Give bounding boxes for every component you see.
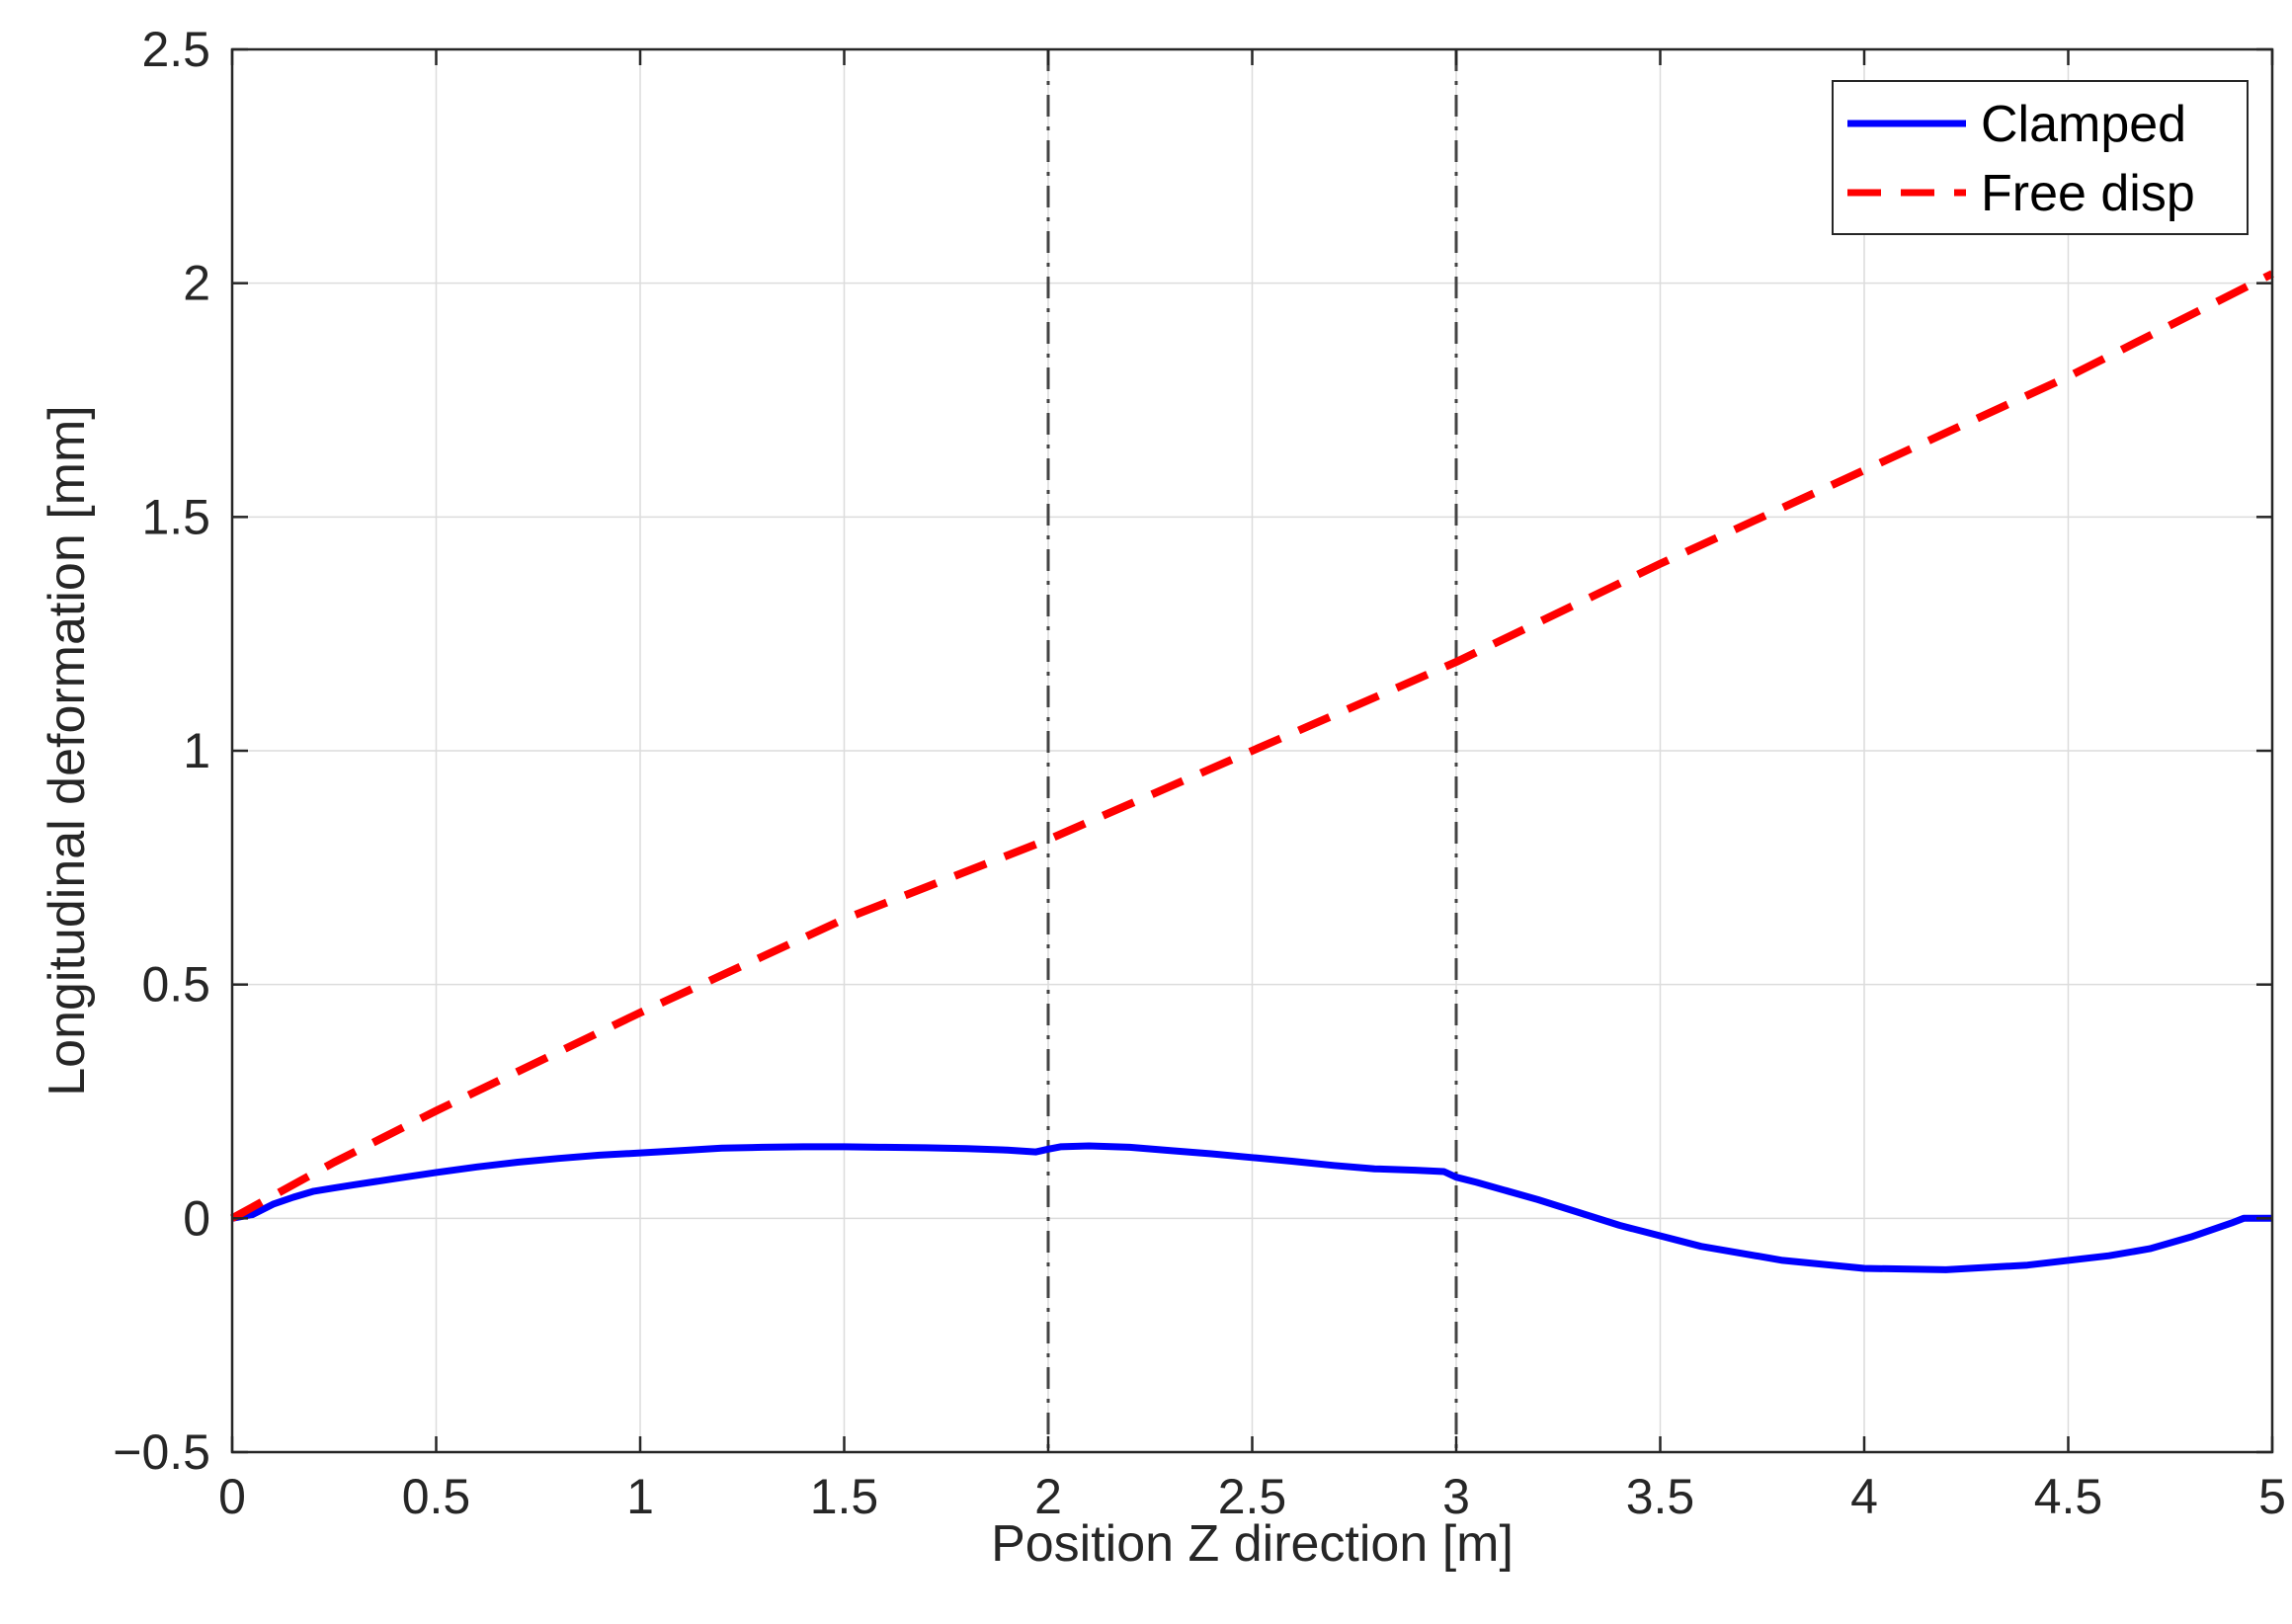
x-tick-label: 4.5 bbox=[2034, 1469, 2103, 1524]
legend-label-clamped: Clamped bbox=[1981, 96, 2186, 153]
x-axis-label: Position Z direction [m] bbox=[991, 1515, 1514, 1573]
vertical-markers bbox=[1046, 49, 1458, 1452]
y-axis-label: Longitudinal deformation [mm] bbox=[39, 405, 96, 1096]
y-tick-label: 1.5 bbox=[141, 489, 210, 544]
x-tick-label: 3.5 bbox=[1626, 1469, 1695, 1524]
series-lines bbox=[230, 270, 2274, 1273]
y-tick-label: 2.5 bbox=[141, 22, 210, 77]
x-tick-label: 3 bbox=[1442, 1469, 1470, 1524]
x-tick-label: 1 bbox=[626, 1469, 654, 1524]
x-tick-label: 0 bbox=[218, 1469, 246, 1524]
x-tick-label: 5 bbox=[2258, 1469, 2286, 1524]
y-tick-label: 1 bbox=[183, 723, 210, 778]
x-tick-label: 2 bbox=[1034, 1469, 1062, 1524]
y-tick-label: 0.5 bbox=[141, 957, 210, 1013]
axis-ticks: 0 0.5 1 1.5 2 2.5 3 3.5 4 4.5 5−0.500.511.522.5 bbox=[113, 22, 2286, 1524]
x-tick-label: 1.5 bbox=[810, 1469, 879, 1524]
legend-label-free-disp: Free disp bbox=[1981, 165, 2195, 222]
x-tick-label: 4 bbox=[1850, 1469, 1878, 1524]
y-tick-label: 2 bbox=[183, 256, 210, 311]
series-line-clamped bbox=[231, 1142, 2272, 1273]
legend-box bbox=[1832, 80, 2249, 235]
legend: Clamped Free disp bbox=[1832, 80, 2249, 235]
y-tick-label: 0 bbox=[183, 1190, 210, 1246]
y-tick-label: −0.5 bbox=[113, 1424, 210, 1480]
series-line-free-disp bbox=[230, 270, 2274, 1222]
x-tick-label: 0.5 bbox=[402, 1469, 471, 1524]
x-tick-label: 2.5 bbox=[1218, 1469, 1287, 1524]
